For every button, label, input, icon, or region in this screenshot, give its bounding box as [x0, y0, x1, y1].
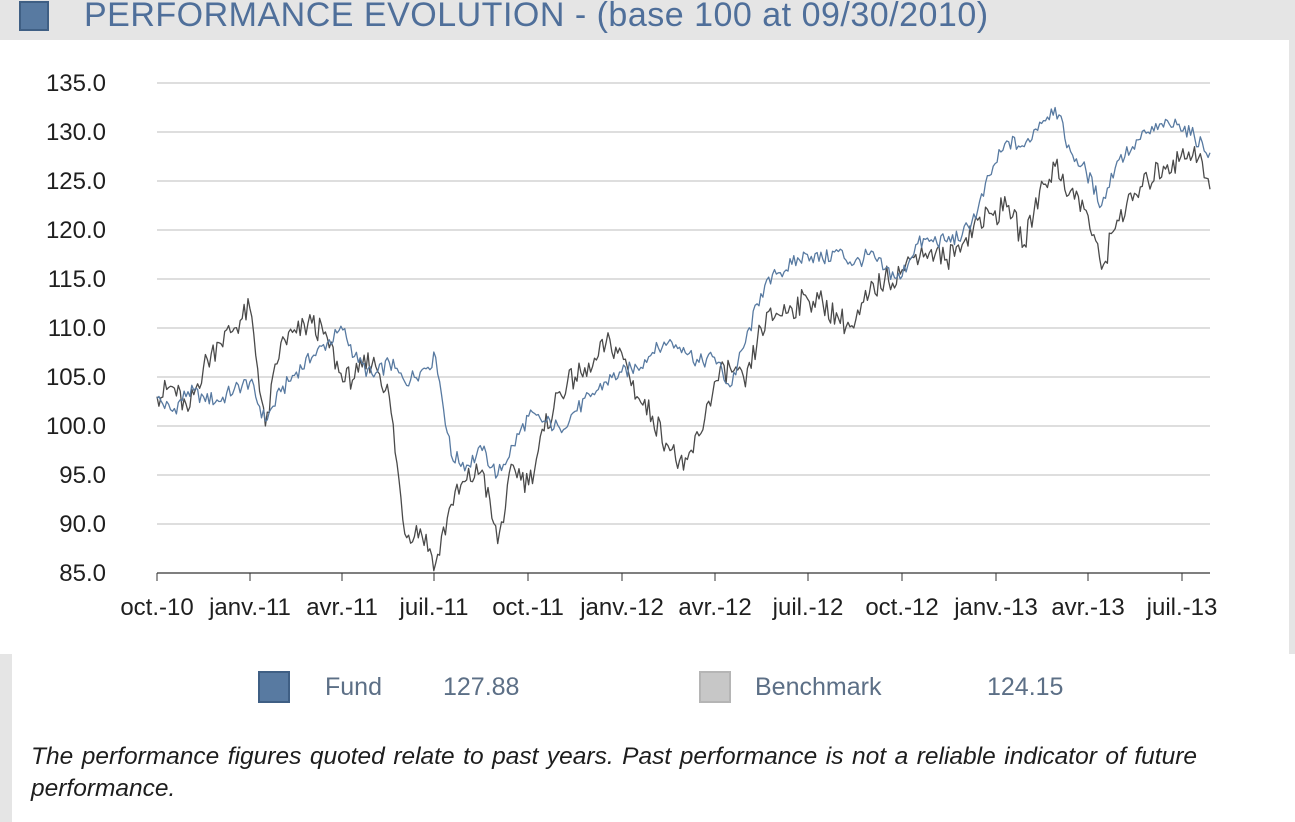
y-tick-label: 120.0 — [46, 217, 106, 244]
header-square-icon — [19, 1, 49, 31]
y-tick-label: 85.0 — [59, 560, 106, 587]
legend-label-fund: Fund — [325, 673, 382, 701]
right-margin — [1289, 40, 1295, 654]
left-margin-band — [0, 654, 12, 822]
x-tick-label: janv.-12 — [579, 594, 664, 621]
x-tick-label: janv.-11 — [208, 594, 291, 621]
y-tick-label: 130.0 — [46, 119, 106, 146]
fund-swatch-icon — [258, 671, 290, 703]
chart-title: PERFORMANCE EVOLUTION - (base 100 at 09/… — [84, 0, 989, 34]
x-tick-label: oct.-12 — [865, 594, 938, 621]
legend-value-fund: 127.88 — [443, 673, 520, 701]
chart-header: PERFORMANCE EVOLUTION - (base 100 at 09/… — [0, 0, 1295, 40]
y-tick-label: 125.0 — [46, 168, 106, 195]
y-tick-label: 90.0 — [59, 511, 106, 538]
x-tick-label: juil.-12 — [772, 594, 844, 621]
benchmark-swatch-icon — [699, 671, 731, 703]
y-tick-label: 110.0 — [48, 315, 106, 342]
fund-series-line — [156, 106, 1211, 479]
y-tick-label: 115.0 — [48, 266, 106, 293]
legend-value-benchmark: 124.15 — [987, 673, 1064, 701]
x-tick-label: avr.-11 — [306, 594, 378, 621]
x-tick-label: avr.-13 — [1051, 594, 1124, 621]
y-tick-label: 95.0 — [59, 462, 106, 489]
disclaimer-text: The performance figures quoted relate to… — [31, 743, 1197, 802]
x-tick-label: juil.-11 — [399, 594, 469, 621]
benchmark-series-line — [156, 146, 1211, 572]
x-tick-label: oct.-10 — [120, 594, 193, 621]
y-tick-label: 100.0 — [46, 413, 106, 440]
x-tick-label: juil.-13 — [1146, 594, 1218, 621]
y-tick-label: 105.0 — [46, 364, 106, 391]
performance-chart: 85.0 90.0 95.0 100.0 105.0 110.0 115.0 120.0 125… — [46, 70, 1218, 621]
chart-panel — [0, 40, 1295, 654]
x-tick-label: janv.-13 — [953, 594, 1038, 621]
x-tick-label: oct.-11 — [492, 594, 564, 621]
x-tick-label: avr.-12 — [678, 594, 751, 621]
y-tick-label: 135.0 — [46, 70, 106, 97]
legend-label-benchmark: Benchmark — [755, 673, 882, 701]
